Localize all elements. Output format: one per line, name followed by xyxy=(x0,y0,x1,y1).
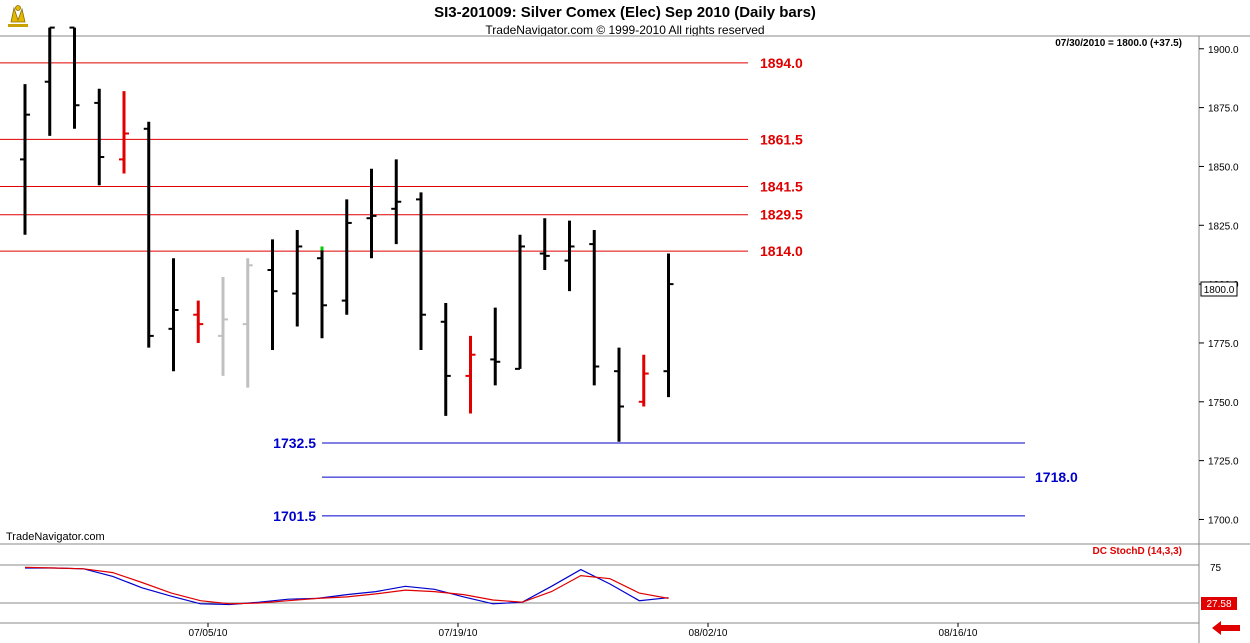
y-tick-label: 1825.0 xyxy=(1208,221,1239,232)
ohlc-bar xyxy=(168,258,179,372)
stochastic-line xyxy=(25,567,669,606)
ohlc-bar xyxy=(242,258,253,388)
ohlc-bar xyxy=(94,88,105,186)
x-tick-label: 08/02/10 xyxy=(689,628,728,639)
support-label: 1718.0 xyxy=(1035,469,1078,485)
ohlc-bar xyxy=(515,234,525,370)
ohlc-bar xyxy=(218,277,228,376)
ohlc-bar xyxy=(292,229,303,327)
resistance-label: 1861.5 xyxy=(760,131,803,147)
indicator-last-label: 27.58 xyxy=(1206,599,1231,610)
last-price-label: 1800.0 xyxy=(1204,285,1235,296)
resistance-label: 1841.5 xyxy=(760,178,803,194)
x-tick-label: 07/19/10 xyxy=(439,628,478,639)
ohlc-bar xyxy=(143,121,154,348)
ohlc-bar xyxy=(440,302,451,416)
chart-subtitle: TradeNavigator.com © 1999-2010 All right… xyxy=(485,23,764,37)
resistance-label: 1829.5 xyxy=(760,207,803,223)
ohlc-bar xyxy=(589,229,600,386)
ohlc-bar xyxy=(614,347,624,442)
ohlc-bar xyxy=(69,26,80,129)
ohlc-bar xyxy=(119,91,129,174)
red-left-arrow-icon[interactable] xyxy=(1212,621,1240,635)
price-readout: 07/30/2010 = 1800.0 (+37.5) xyxy=(1055,38,1182,49)
y-tick-label: 1850.0 xyxy=(1208,162,1239,173)
ohlc-bar xyxy=(20,84,30,235)
ohlc-bar xyxy=(638,354,649,407)
resistance-label: 1894.0 xyxy=(760,55,803,71)
ohlc-bar xyxy=(465,335,476,414)
ohlc-bar xyxy=(416,192,426,351)
ohlc-bar xyxy=(366,168,377,259)
support-resistance-levels: 1894.0 1861.5 1841.5 1829.5 1814.0 1732.5 1718… xyxy=(0,55,1078,524)
ohlc-bar xyxy=(44,26,55,136)
support-label: 1701.5 xyxy=(273,508,316,524)
date-axis: 07/05/10 07/19/10 08/02/10 08/16/10 xyxy=(189,623,978,639)
trade-navigator-logo-icon xyxy=(4,4,32,30)
ohlc-bar xyxy=(539,218,550,270)
y-tick-label: 1750.0 xyxy=(1208,398,1239,409)
y-tick-label: 1700.0 xyxy=(1208,515,1239,526)
resistance-label: 1814.0 xyxy=(760,243,803,259)
ohlc-bar xyxy=(317,246,327,339)
indicator-level-label: 75 xyxy=(1210,563,1222,574)
ohlc-bar xyxy=(564,220,575,292)
y-tick-label: 1725.0 xyxy=(1208,457,1239,468)
support-label: 1732.5 xyxy=(273,435,316,451)
y-tick-label: 1875.0 xyxy=(1208,104,1239,115)
stochastic-indicator xyxy=(0,564,1199,606)
indicator-last-marker: 27.58 xyxy=(1201,597,1237,610)
indicator-title: DC StochD (14,3,3) xyxy=(1093,546,1182,557)
price-bars xyxy=(20,26,674,442)
stochastic-line xyxy=(24,566,669,605)
y-tick-label: 1900.0 xyxy=(1208,45,1239,56)
ohlc-bar xyxy=(341,199,352,315)
ohlc-bar xyxy=(391,159,402,245)
last-price-marker: 1800.0 xyxy=(1200,281,1238,297)
ohlc-bar xyxy=(193,300,204,343)
y-tick-label: 1775.0 xyxy=(1208,339,1239,350)
watermark: TradeNavigator.com xyxy=(6,531,105,543)
x-tick-label: 08/16/10 xyxy=(939,628,978,639)
x-tick-label: 07/05/10 xyxy=(189,628,228,639)
ohlc-bar xyxy=(663,253,674,398)
ohlc-bar xyxy=(490,307,501,386)
chart-title: SI3-201009: Silver Comex (Elec) Sep 2010… xyxy=(434,4,816,21)
ohlc-bar xyxy=(267,239,278,351)
